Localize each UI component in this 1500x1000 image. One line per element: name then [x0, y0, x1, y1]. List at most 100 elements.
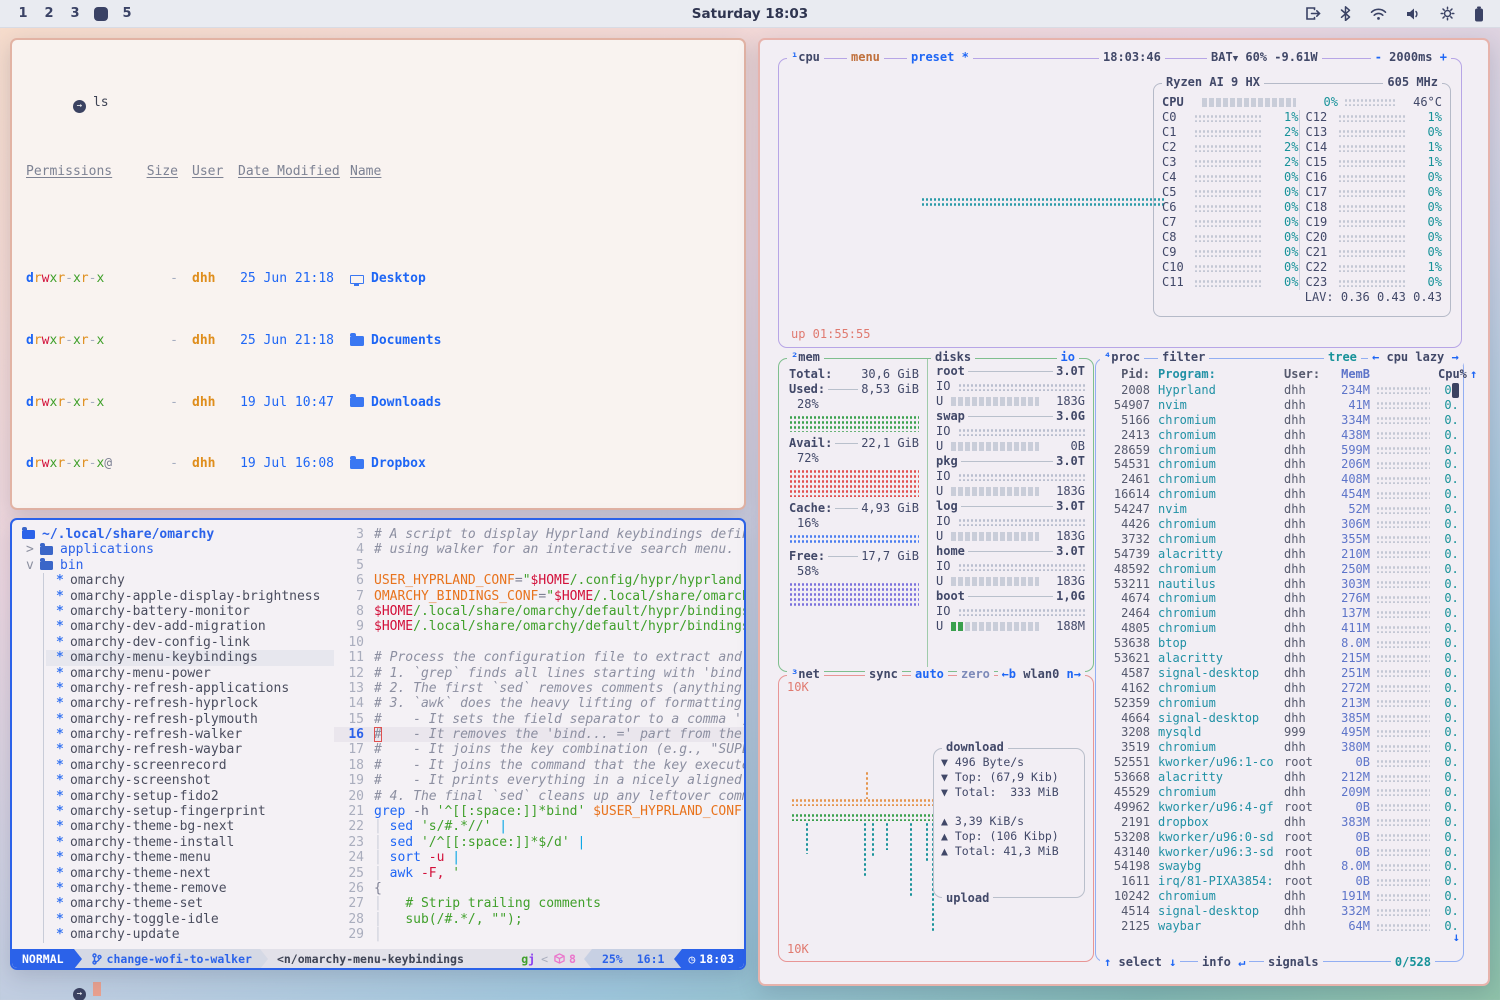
- settings-gear-icon[interactable]: [1440, 6, 1455, 21]
- menu-button[interactable]: menu: [847, 50, 884, 65]
- net-sync-button[interactable]: sync: [865, 667, 902, 682]
- code-pane[interactable]: 3 # A script to display Hyprland keybind…: [334, 520, 744, 949]
- tree-file[interactable]: * omarchy: [56, 573, 125, 589]
- net-zero-button[interactable]: zero: [957, 667, 994, 682]
- tree-file[interactable]: * omarchy-theme-next: [56, 865, 211, 881]
- logout-icon[interactable]: [1305, 6, 1321, 21]
- io-mode-button[interactable]: io: [1056, 350, 1079, 365]
- tree-file[interactable]: * omarchy-refresh-walker: [56, 727, 243, 743]
- process-row[interactable]: 52359 chromium dhh 213M 0.0: [1113, 695, 1457, 710]
- process-row[interactable]: 4674 chromium dhh 276M 0.0: [1121, 591, 1457, 606]
- tree-file[interactable]: * omarchy-dev-config-link: [56, 634, 251, 650]
- btop-window[interactable]: ¹cpu menu preset * 18:03:46 BAT▼ 60% -9.…: [758, 38, 1490, 986]
- net-interface[interactable]: ←b wlan0 n→: [997, 667, 1085, 682]
- process-row[interactable]: 45529 chromium dhh 209M 0.0: [1113, 785, 1457, 799]
- volume-icon[interactable]: [1406, 7, 1421, 21]
- process-row[interactable]: 54247 nvim dhh 52M 0.0: [1113, 502, 1457, 517]
- workspace-button[interactable]: 2: [44, 6, 54, 21]
- process-row[interactable]: 16614 chromium dhh 454M 0.0: [1113, 487, 1457, 502]
- tree-file[interactable]: * omarchy-setup-fido2: [56, 788, 219, 804]
- process-row[interactable]: 10242 chromium dhh 191M 0.0: [1113, 889, 1457, 904]
- process-row[interactable]: 49962 kworker/u96:4-gf root 0B 0.0: [1113, 799, 1457, 814]
- process-row[interactable]: 3208 mysqld 999 495M 0.0: [1121, 725, 1457, 740]
- process-row[interactable]: 2461 chromium dhh 408M 0.0: [1121, 472, 1457, 487]
- tree-file[interactable]: * omarchy-refresh-waybar: [56, 742, 243, 758]
- process-row[interactable]: 53208 kworker/u96:0-sd root 0B 0.0: [1113, 829, 1457, 844]
- workspace-button[interactable]: 3: [70, 6, 80, 21]
- workspace-button[interactable]: 1: [18, 6, 28, 21]
- tree-file[interactable]: * omarchy-setup-fingerprint: [56, 804, 266, 820]
- process-row[interactable]: 2008 Hyprland dhh 234M 0.0: [1121, 383, 1457, 397]
- process-row[interactable]: 53211 nautilus dhh 303M 0.0: [1113, 576, 1457, 591]
- terminal-cursor[interactable]: [92, 982, 101, 996]
- tree-file[interactable]: * omarchy-screenshot: [56, 773, 211, 789]
- terminal-window[interactable]: → ls Permissions Size User Date Modified …: [10, 38, 746, 1000]
- tree-directory[interactable]: > applications: [26, 542, 154, 558]
- process-row[interactable]: 2464 chromium dhh 137M 0.0: [1121, 606, 1457, 621]
- process-row[interactable]: 54198 swaybg dhh 8.0M 0.0: [1113, 859, 1457, 874]
- editor-window[interactable]: ~/.local/share/omarchy > applications v …: [10, 518, 746, 970]
- tree-file[interactable]: * omarchy-update: [56, 927, 180, 943]
- tree-file[interactable]: * omarchy-theme-install: [56, 834, 235, 850]
- process-row[interactable]: 4664 signal-desktop dhh 385M 0.0: [1121, 710, 1457, 725]
- process-row[interactable]: 4587 signal-desktop dhh 251M 0.0: [1121, 665, 1457, 680]
- scroll-down-icon[interactable]: ↓: [1452, 930, 1460, 944]
- refresh-interval[interactable]: - 2000ms +: [1370, 50, 1451, 65]
- bluetooth-icon[interactable]: [1340, 6, 1351, 21]
- process-row[interactable]: 53621 alacritty dhh 215M 0.0: [1113, 650, 1457, 665]
- tree-file[interactable]: * omarchy-refresh-applications: [56, 680, 290, 696]
- info-hint[interactable]: info ↵: [1198, 955, 1250, 970]
- cpu-panel-title[interactable]: ¹cpu: [787, 50, 824, 65]
- tree-button[interactable]: tree: [1324, 350, 1361, 365]
- process-row[interactable]: 3519 chromium dhh 380M 0.0: [1121, 740, 1457, 755]
- process-row[interactable]: 3732 chromium dhh 355M 0.0: [1121, 531, 1457, 546]
- process-row[interactable]: 53638 btop dhh 8.0M 0.0: [1113, 636, 1457, 651]
- proc-panel-title[interactable]: ⁴proc: [1100, 350, 1145, 365]
- process-row[interactable]: 2125 waybar dhh 64M 0.0: [1121, 919, 1457, 934]
- disks-panel-title[interactable]: disks: [931, 350, 976, 365]
- process-row[interactable]: 54531 chromium dhh 206M 0.0: [1113, 457, 1457, 472]
- git-branch[interactable]: change-wofi-to-walker: [81, 949, 260, 968]
- tree-directory[interactable]: v bin: [26, 557, 84, 573]
- proc-header[interactable]: Pid: Program: User: MemB Cpu% ↑: [1121, 367, 1478, 381]
- process-row[interactable]: 54739 alacritty dhh 210M 0.0: [1113, 546, 1457, 561]
- process-row[interactable]: 4514 signal-desktop dhh 332M 0.0: [1121, 904, 1457, 919]
- process-row[interactable]: 4162 chromium dhh 272M 0.0: [1121, 680, 1457, 695]
- process-row[interactable]: 2413 chromium dhh 438M 0.0: [1121, 427, 1457, 442]
- select-hint[interactable]: ↑ select ↓: [1100, 955, 1181, 970]
- process-row[interactable]: 4805 chromium dhh 411M 0.0: [1121, 621, 1457, 636]
- process-row[interactable]: 48592 chromium dhh 250M 0.0: [1113, 561, 1457, 576]
- tree-file[interactable]: * omarchy-theme-bg-next: [56, 819, 235, 835]
- signals-hint[interactable]: signals: [1264, 955, 1323, 970]
- preset-button[interactable]: preset *: [907, 50, 973, 65]
- chevron-icon[interactable]: >: [26, 542, 34, 558]
- tree-file[interactable]: * omarchy-menu-keybindings: [46, 650, 334, 666]
- process-row[interactable]: 4426 chromium dhh 306M 0.0: [1121, 516, 1457, 531]
- process-row[interactable]: 52551 kworker/u96:1-co root 0B 0.0: [1113, 755, 1457, 770]
- workspace-button[interactable]: 5: [122, 6, 132, 21]
- process-row[interactable]: 1611 irq/81-PIXA3854: root 0B 0.0: [1121, 874, 1457, 889]
- tree-file[interactable]: * omarchy-apple-display-brightness: [56, 588, 321, 604]
- tree-root[interactable]: ~/.local/share/omarchy: [22, 527, 334, 542]
- tree-file[interactable]: * omarchy-refresh-plymouth: [56, 711, 258, 727]
- tree-file[interactable]: * omarchy-dev-add-migration: [56, 619, 266, 635]
- chevron-icon[interactable]: v: [26, 557, 34, 573]
- tree-file[interactable]: * omarchy-theme-remove: [56, 880, 227, 896]
- tree-file[interactable]: * omarchy-screenrecord: [56, 757, 227, 773]
- net-auto-button[interactable]: auto: [911, 667, 948, 682]
- process-row[interactable]: 28659 chromium dhh 599M 0.0: [1113, 442, 1457, 457]
- tree-file[interactable]: * omarchy-menu-power: [56, 665, 211, 681]
- battery-icon[interactable]: [1474, 6, 1484, 22]
- proc-scrollbar[interactable]: [1452, 383, 1459, 398]
- tree-file[interactable]: * omarchy-refresh-hyprlock: [56, 696, 258, 712]
- tree-file[interactable]: * omarchy-theme-set: [56, 896, 204, 912]
- sort-selector[interactable]: ← cpu lazy →: [1368, 350, 1463, 365]
- filter-button[interactable]: filter: [1158, 350, 1210, 365]
- process-row[interactable]: 5166 chromium dhh 334M 0.0: [1121, 412, 1457, 427]
- mem-panel-title[interactable]: ²mem: [787, 350, 824, 365]
- net-panel-title[interactable]: ³net: [787, 667, 824, 682]
- tree-file[interactable]: * omarchy-battery-monitor: [56, 603, 251, 619]
- tree-file[interactable]: * omarchy-theme-menu: [56, 850, 211, 866]
- wifi-icon[interactable]: [1370, 7, 1387, 21]
- process-row[interactable]: 53668 alacritty dhh 212M 0.0: [1113, 770, 1457, 785]
